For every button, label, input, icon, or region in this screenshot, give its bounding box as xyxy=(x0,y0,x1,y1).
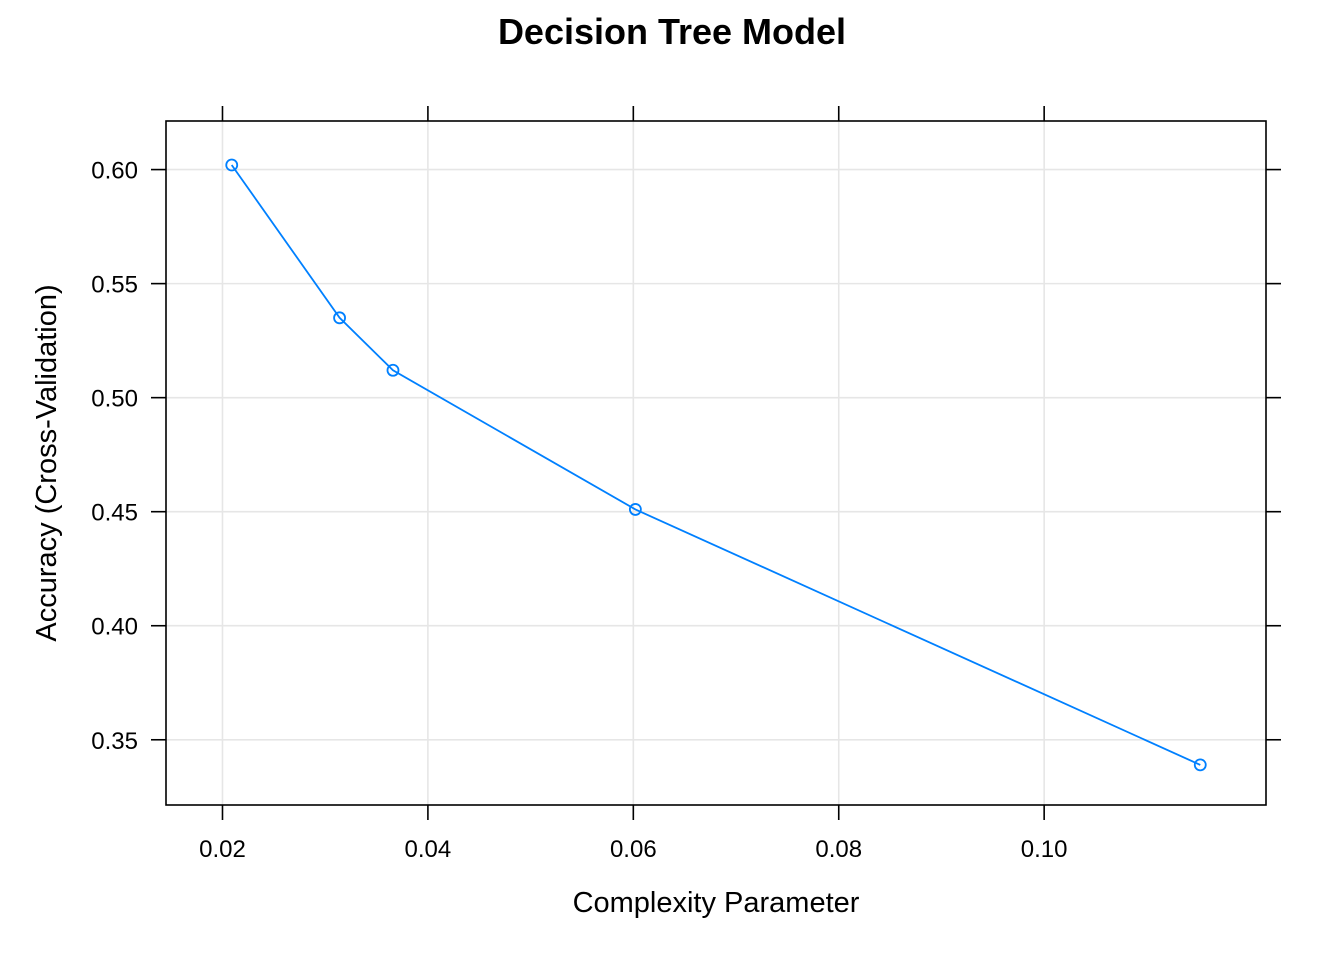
data-point xyxy=(333,311,346,325)
y-tick-label: 0.60 xyxy=(91,158,138,185)
y-tick-label: 0.35 xyxy=(91,728,138,755)
data-point xyxy=(1193,758,1207,772)
x-tick-label: 0.04 xyxy=(405,836,452,863)
x-tick-label: 0.08 xyxy=(815,836,862,863)
series-layer xyxy=(225,158,1207,772)
chart-title: Decision Tree Model xyxy=(498,11,846,52)
series-line xyxy=(230,164,1201,766)
y-tick-label: 0.45 xyxy=(91,500,138,527)
x-tick-label: 0.02 xyxy=(199,836,246,863)
data-point xyxy=(225,158,239,172)
tick-labels: 0.02 0.04 0.06 0.08 0.10 0.35 0.40 0.45 0.50 0.55… xyxy=(91,158,1067,863)
y-axis-title: Accuracy (Cross-Validation) xyxy=(31,284,63,641)
axis-ticks xyxy=(151,106,1281,820)
data-point xyxy=(628,503,642,516)
y-tick-label: 0.55 xyxy=(91,272,138,299)
data-point xyxy=(386,363,400,377)
x-axis-title: Complexity Parameter xyxy=(573,887,860,919)
y-tick-label: 0.50 xyxy=(91,386,138,413)
plot-frame xyxy=(165,120,1267,806)
y-tick-label: 0.40 xyxy=(91,614,138,641)
grid-lines xyxy=(166,121,1266,805)
x-tick-label: 0.10 xyxy=(1021,836,1068,863)
x-tick-label: 0.06 xyxy=(610,836,657,863)
